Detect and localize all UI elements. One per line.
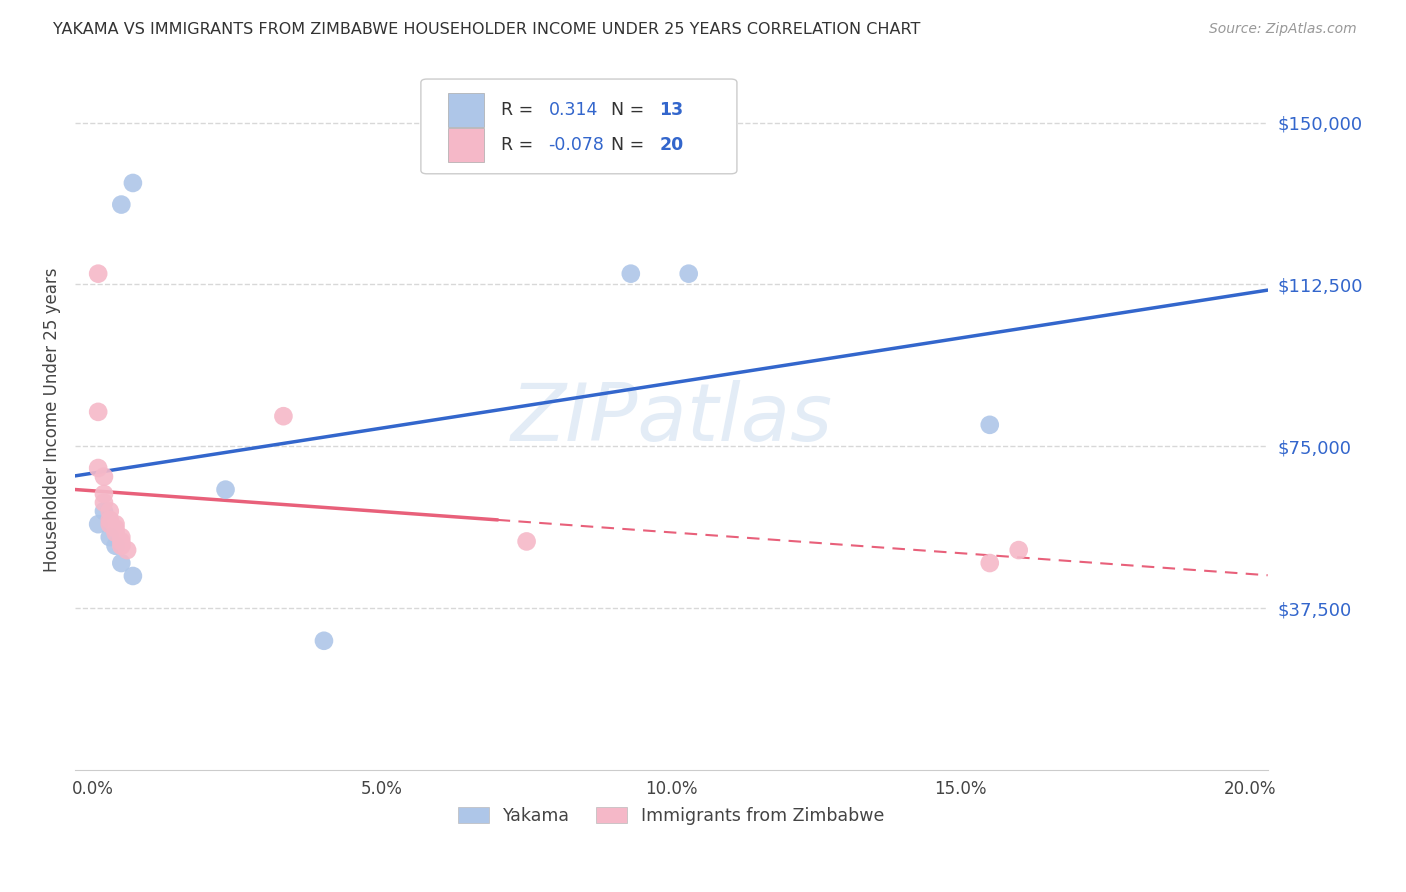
Point [214,483,236,497]
Point [98,530,121,544]
Point [104,517,127,532]
Point [93,469,115,483]
Point [273,409,295,424]
Point [104,539,127,553]
Point [110,556,132,570]
Point [93,504,115,518]
Point [620,267,643,281]
Point [1008,543,1031,558]
Point [678,267,700,281]
Point [110,534,132,549]
Point [516,534,538,549]
Point [104,525,127,540]
FancyBboxPatch shape [420,79,737,174]
Point [312,633,335,648]
Point [979,417,1001,432]
Text: N =: N = [610,136,650,154]
Text: -0.078: -0.078 [548,136,605,154]
Point [98,513,121,527]
Legend: Yakama, Immigrants from Zimbabwe: Yakama, Immigrants from Zimbabwe [458,806,884,825]
Text: Source: ZipAtlas.com: Source: ZipAtlas.com [1209,22,1357,37]
Point [122,176,145,190]
Point [104,521,127,535]
Text: 20: 20 [659,136,683,154]
FancyBboxPatch shape [449,93,484,127]
Point [98,504,121,518]
Point [93,487,115,501]
Point [122,569,145,583]
Point [979,556,1001,570]
Point [87,267,110,281]
Text: N =: N = [610,101,650,119]
Point [87,517,110,532]
Y-axis label: Householder Income Under 25 years: Householder Income Under 25 years [44,268,60,572]
Point [115,543,138,558]
Text: YAKAMA VS IMMIGRANTS FROM ZIMBABWE HOUSEHOLDER INCOME UNDER 25 YEARS CORRELATION: YAKAMA VS IMMIGRANTS FROM ZIMBABWE HOUSE… [53,22,921,37]
Point [87,461,110,475]
Point [93,495,115,509]
Point [87,405,110,419]
Point [110,197,132,211]
Point [110,539,132,553]
Text: 13: 13 [659,101,683,119]
Text: R =: R = [501,136,538,154]
Text: 0.314: 0.314 [548,101,598,119]
Point [98,517,121,532]
FancyBboxPatch shape [449,128,484,161]
Text: R =: R = [501,101,538,119]
Point [110,530,132,544]
Text: ZIPatlas: ZIPatlas [510,380,832,458]
